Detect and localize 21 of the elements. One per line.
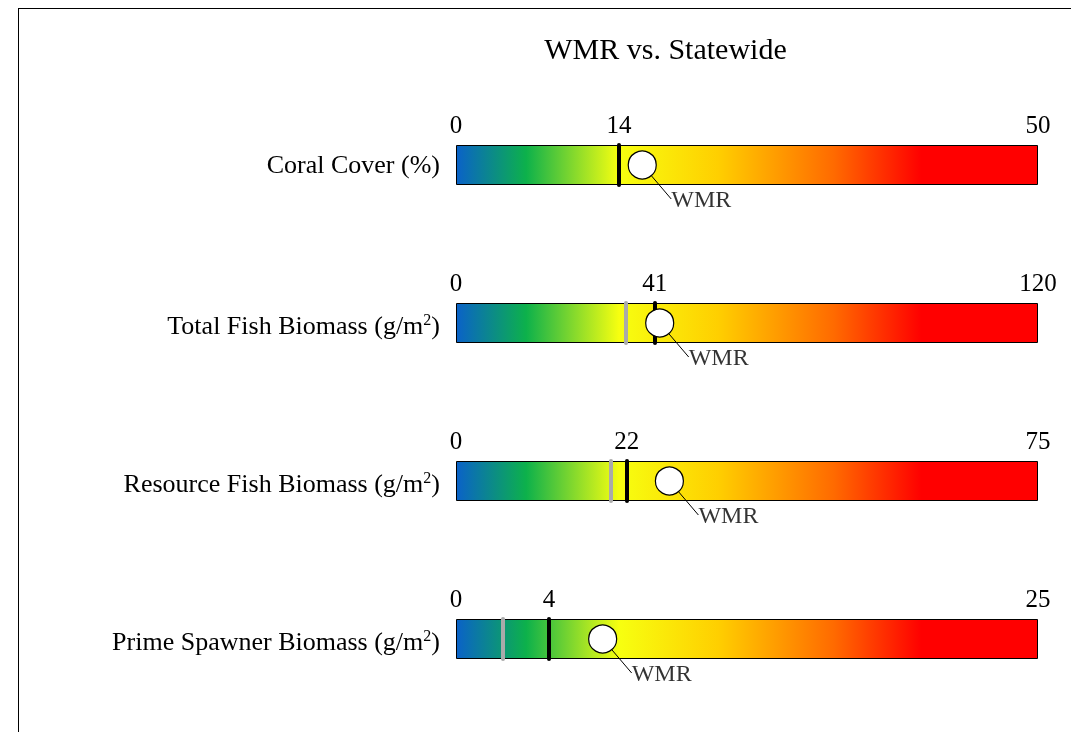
x-tick-label: 41 xyxy=(642,269,668,296)
x-tick-label: 0 xyxy=(449,427,463,454)
x-tick-label: 14 xyxy=(606,111,632,138)
y-tick-label: Total Fish Biomass (g/m$^{2}$) xyxy=(167,309,440,342)
x-tick-label: 120 xyxy=(1019,269,1057,296)
annotation: WMR xyxy=(688,344,749,370)
x-tick-label: 22 xyxy=(614,427,640,454)
y-tick-label: Coral Cover (%) xyxy=(266,150,440,180)
y-tick-label: Resource Fish Biomass (g/m$^{2}$) xyxy=(123,467,440,500)
chart-title: WMR vs. Statewide xyxy=(543,31,788,67)
x-tick-label: 0 xyxy=(449,269,463,296)
annotation: WMR xyxy=(671,186,732,212)
x-tick-label: 4 xyxy=(542,585,556,612)
y-tick-label: Prime Spawner Biomass (g/m$^{2}$) xyxy=(112,625,440,658)
x-tick-label: 25 xyxy=(1025,585,1051,612)
x-tick-label: 75 xyxy=(1025,427,1051,454)
annotation: WMR xyxy=(698,502,759,528)
x-tick-label: 0 xyxy=(449,111,463,138)
x-tick-label: 0 xyxy=(449,585,463,612)
annotation: WMR xyxy=(631,660,692,686)
x-tick-label: 50 xyxy=(1025,111,1051,138)
